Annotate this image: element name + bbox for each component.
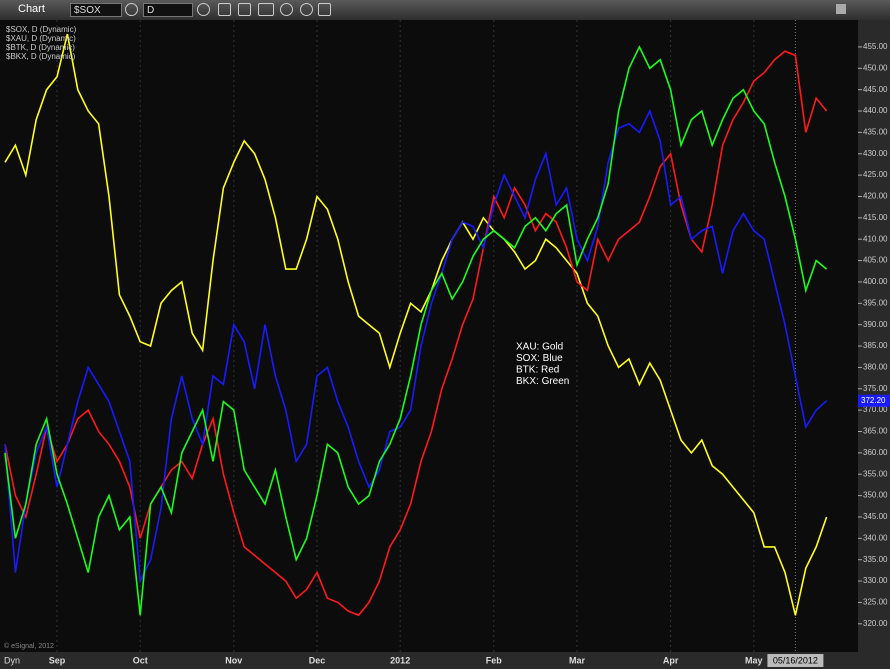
y-tick-label: 340.00 [863, 533, 888, 542]
annotation: BKX: Green [516, 376, 569, 387]
annotation: SOX: Blue [516, 353, 563, 364]
y-tick-label: 415.00 [863, 213, 888, 222]
x-tick-label: Mar [569, 655, 586, 665]
play-icon[interactable] [280, 3, 293, 16]
y-tick-label: 345.00 [863, 512, 888, 521]
x-tick-label: Apr [663, 655, 679, 665]
annotation: XAU: Gold [516, 342, 563, 353]
y-tick-label: 355.00 [863, 469, 888, 478]
x-tick-label: May [745, 655, 763, 665]
y-tick-label: 400.00 [863, 277, 888, 286]
y-tick-label: 350.00 [863, 491, 888, 500]
y-tick-label: 335.00 [863, 555, 888, 564]
info-icon[interactable] [300, 3, 313, 16]
series-line [4, 108, 828, 585]
y-tick-label: 360.00 [863, 448, 888, 457]
legend-entry: $BTK, D (Dynamic) [6, 43, 75, 52]
y-tick-label: 385.00 [863, 341, 888, 350]
y-tick-label: 390.00 [863, 320, 888, 329]
y-tick-label: 440.00 [863, 106, 888, 115]
legend-entry: $XAU, D (Dynamic) [6, 34, 76, 43]
cursor-date: 05/16/2012 [773, 655, 818, 665]
y-tick-label: 325.00 [863, 598, 888, 607]
y-tick-label: 435.00 [863, 127, 888, 136]
link-icon[interactable] [238, 3, 251, 16]
y-tick-label: 455.00 [863, 42, 888, 51]
interval-input[interactable]: D [143, 3, 193, 17]
refresh-icon[interactable] [197, 3, 210, 16]
y-tick-label: 395.00 [863, 298, 888, 307]
chart: Dyn © eSignal, 2012 Sep Oct Nov Dec 2012 Feb M… [0, 20, 890, 669]
x-tick-label: Feb [486, 655, 503, 665]
y-tick-label: 420.00 [863, 192, 888, 201]
y-tick-label: 450.00 [863, 63, 888, 72]
x-axis-panel [0, 652, 858, 669]
y-axis-panel [858, 20, 890, 669]
min-button[interactable] [836, 4, 846, 14]
legend-entry: $SOX, D (Dynamic) [6, 25, 77, 34]
y-tick-label: 370.00 [863, 405, 888, 414]
x-tick-label: Oct [133, 655, 148, 665]
draw-icon[interactable] [218, 3, 231, 16]
toolbar-title: Chart [18, 3, 45, 15]
last-value-box [858, 394, 890, 407]
y-tick-label: 375.00 [863, 384, 888, 393]
y-tick-label: 365.00 [863, 427, 888, 436]
x-tick-label: Nov [225, 655, 242, 665]
legend-entry: $BKX, D (Dynamic) [6, 52, 76, 61]
x-tick-label: Sep [49, 655, 66, 665]
series-line [4, 33, 828, 616]
series-line [4, 45, 828, 616]
y-tick-label: 320.00 [863, 619, 888, 628]
tool-icon[interactable] [258, 3, 274, 16]
last-value-label: 372.20 [861, 396, 886, 405]
cursor-date-box [767, 654, 824, 667]
settings-icon[interactable] [125, 3, 138, 16]
y-tick-label: 445.00 [863, 85, 888, 94]
y-tick-label: 425.00 [863, 170, 888, 179]
erase-icon[interactable] [318, 3, 331, 16]
mode-label[interactable]: Dyn [4, 655, 20, 665]
copyright: © eSignal, 2012 [4, 642, 54, 650]
x-tick-label: Dec [309, 655, 326, 665]
toolbar: Chart $SOX D [0, 0, 890, 20]
y-tick-label: 430.00 [863, 149, 888, 158]
annotation: BTK: Red [516, 365, 559, 376]
plot-area [0, 20, 858, 652]
y-tick-label: 330.00 [863, 576, 888, 585]
y-tick-label: 405.00 [863, 256, 888, 265]
y-tick-label: 380.00 [863, 363, 888, 372]
x-tick-label: 2012 [390, 655, 410, 665]
y-tick-label: 410.00 [863, 234, 888, 243]
symbol-input[interactable]: $SOX [70, 3, 122, 17]
